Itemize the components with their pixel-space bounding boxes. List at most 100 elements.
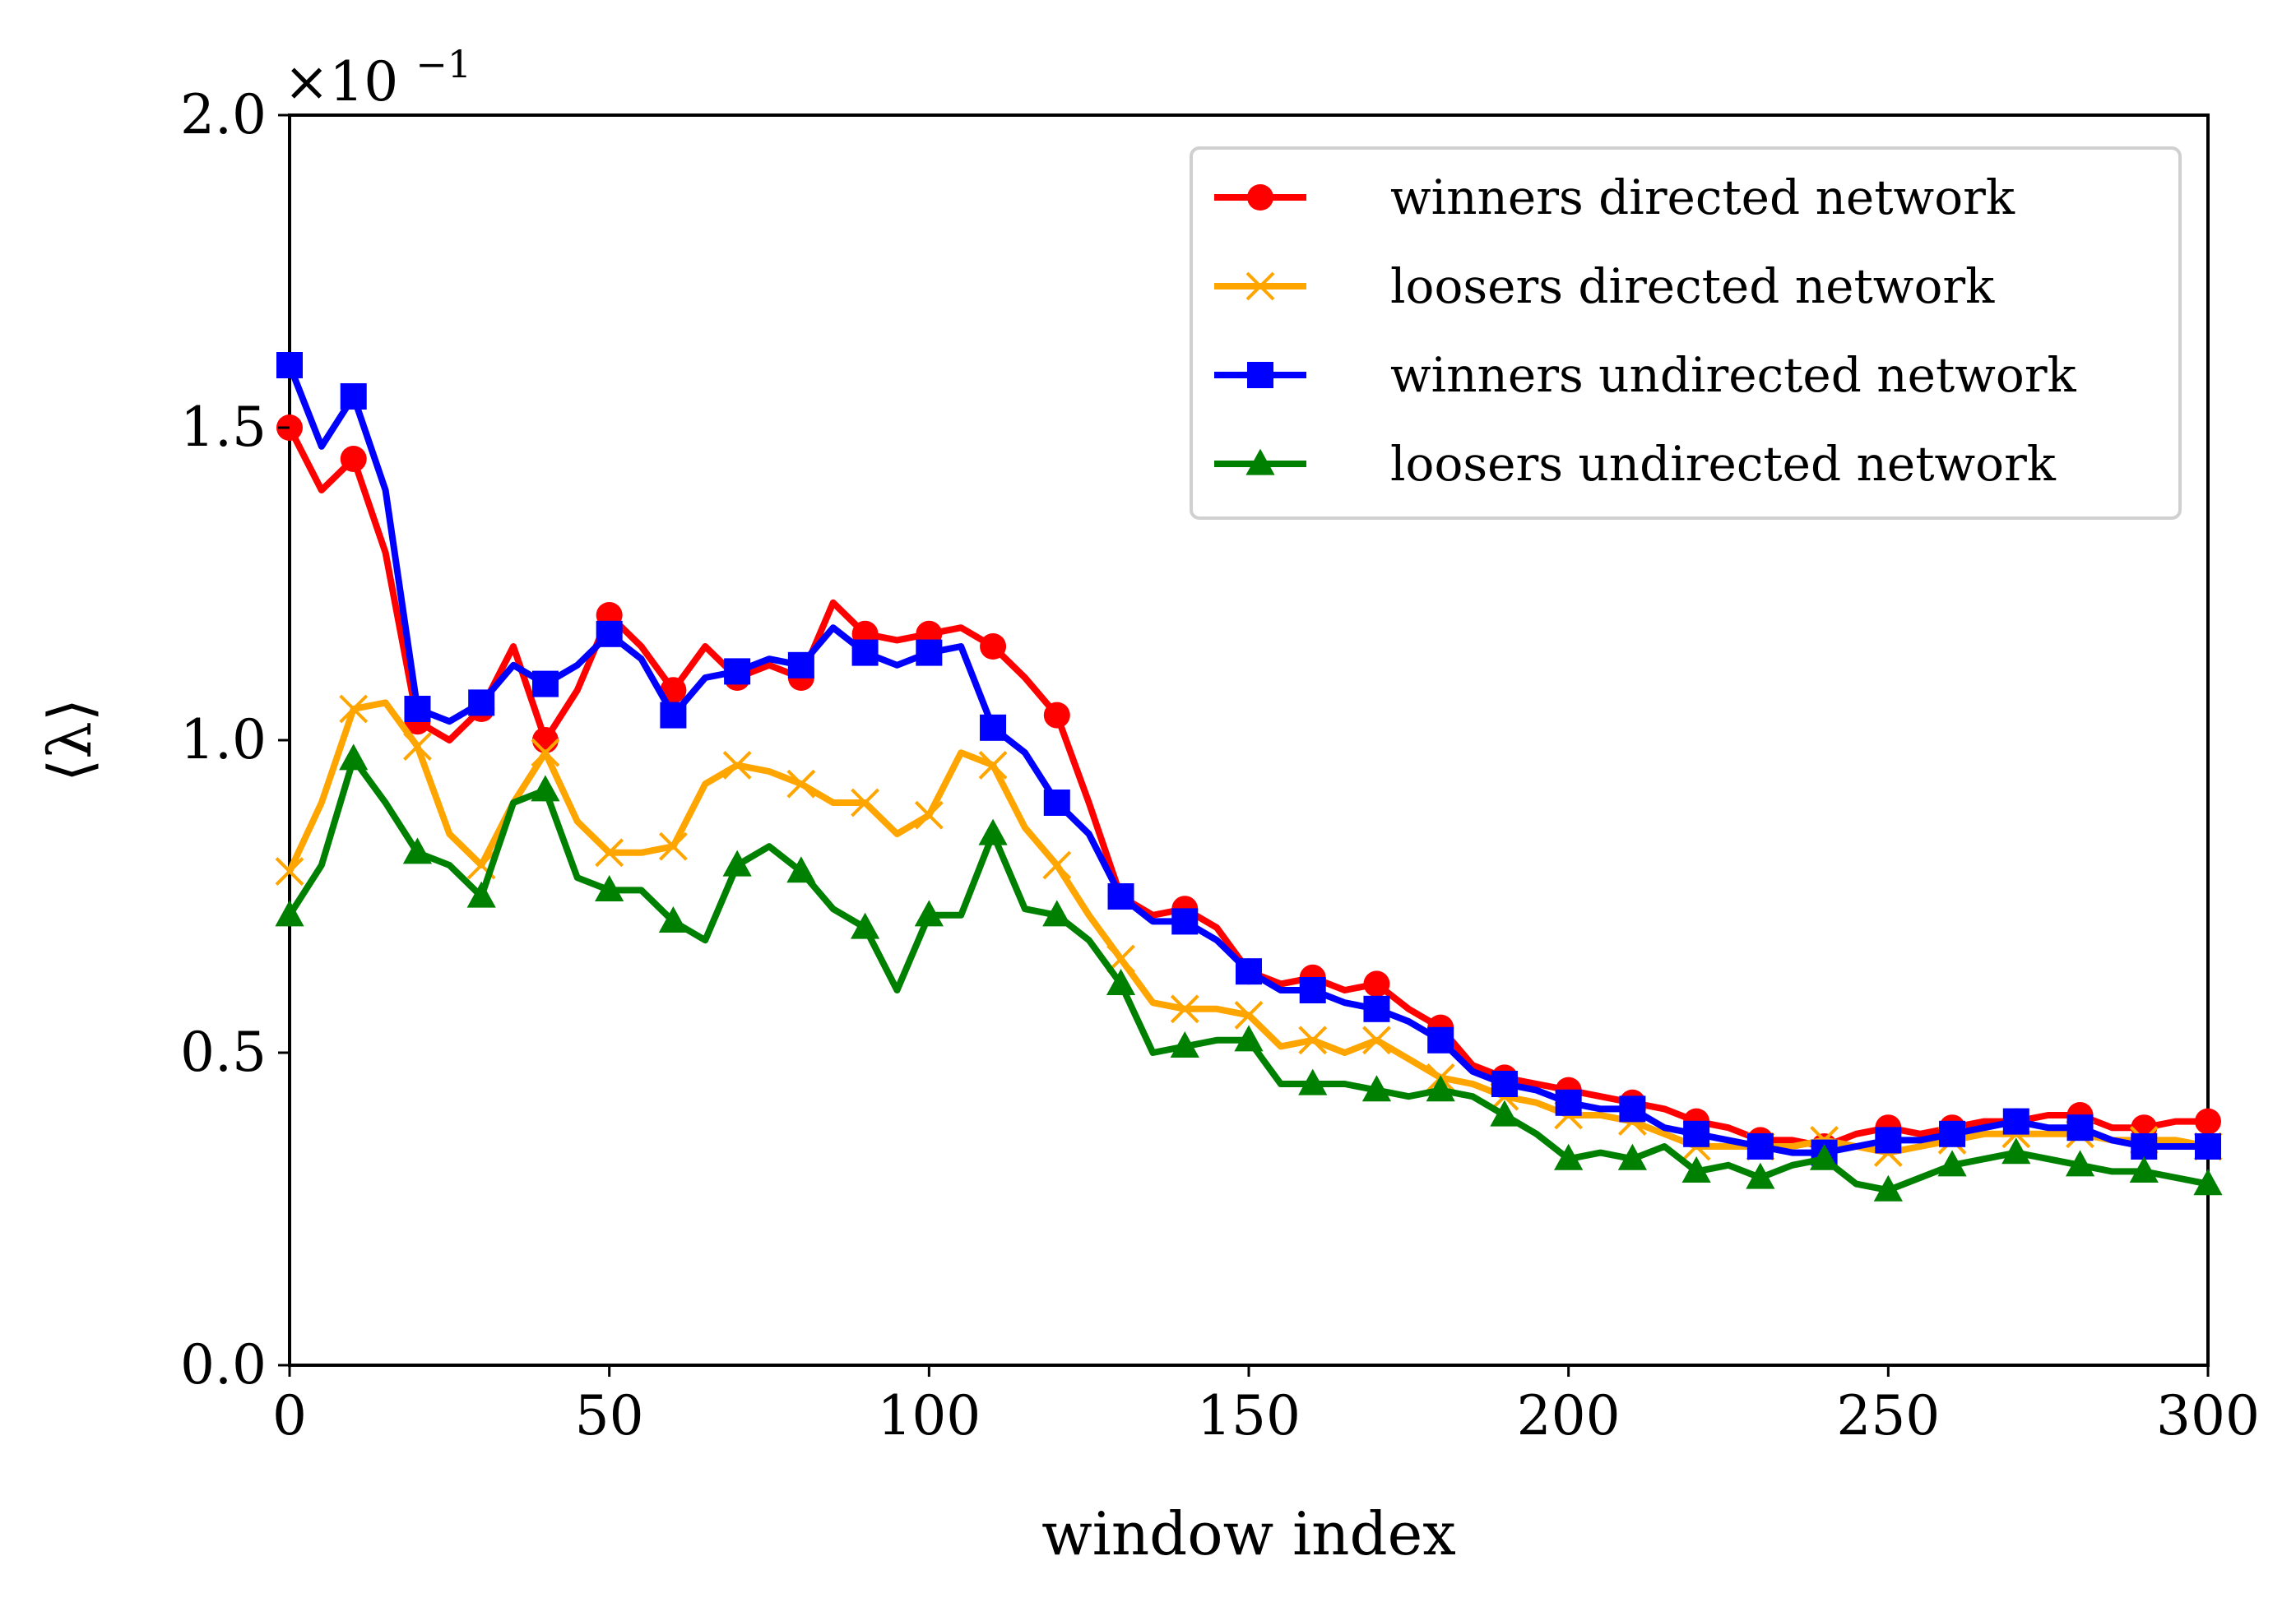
data-point [658,906,688,933]
y-tick-label: 1.5 [180,396,267,459]
data-point [1746,1162,1775,1189]
data-point [468,689,495,716]
legend: winners directed network loosers directed… [1190,146,2182,520]
data-point [1106,969,1136,995]
data-point [2195,1133,2221,1160]
data-point [1491,1071,1518,1097]
data-point [2065,1150,2095,1177]
data-point [1554,1143,1584,1170]
data-point [1683,1120,1710,1147]
legend-label: winners directed network [1390,169,2015,225]
x-tick-label: 250 [1836,1384,1940,1447]
data-point [978,818,1008,845]
data-point [1490,1100,1519,1127]
data-point [1043,702,1070,729]
x-tick-label: 50 [575,1384,644,1447]
legend-entry: winners undirected network [1214,347,2077,403]
y-multiplier-exponent: −1 [415,42,471,86]
data-point [2001,1137,2031,1165]
legend-label: winners undirected network [1390,347,2077,403]
data-point [1236,958,1262,985]
data-point [724,658,751,685]
y-tick-label: 1.0 [180,708,267,771]
legend-box [1190,146,2182,520]
data-point [276,352,303,378]
data-point [1363,970,1390,998]
data-point [786,856,816,883]
y-tick-label: 0.0 [180,1333,267,1396]
data-point [1810,1143,1839,1170]
data-point [658,831,688,861]
data-point [851,912,880,939]
legend-entry: winners directed network [1214,169,2015,225]
data-point [339,743,369,771]
data-point [1937,1150,1967,1177]
data-point [402,837,433,864]
data-point [1875,1127,1902,1154]
data-point [403,732,432,762]
x-tick-label: 150 [1197,1384,1301,1447]
data-point [595,875,624,901]
data-point [466,881,496,908]
data-point [1234,1025,1264,1052]
data-point [595,838,624,868]
data-point [1042,900,1072,927]
data-point [1361,1075,1392,1102]
data-point [916,639,943,666]
legend-swatch-marker [1245,448,1275,475]
data-point [1681,1156,1711,1183]
data-point [851,639,879,666]
data-point [978,750,1008,780]
y-multiplier: ×10 −1 [284,42,471,113]
plot-area [275,113,2223,1367]
y-tick-label: 0.5 [180,1021,267,1084]
x-tick-label: 300 [2156,1384,2260,1447]
x-axis-ticks: 0 50 100 150 200 250 300 [272,1365,2260,1447]
data-point [787,651,814,678]
data-point [1171,908,1199,935]
y-axis-label: ⟨λ⟩ [35,698,104,782]
data-point [340,383,367,410]
data-point [275,857,304,887]
data-point [596,620,623,647]
data-point [531,738,560,767]
data-point [851,788,880,817]
data-point [980,714,1007,741]
data-point [1426,1075,1455,1102]
data-point [339,694,369,724]
data-point [1299,977,1326,1003]
series-line [286,699,2209,1156]
data-point [2195,1108,2221,1135]
legend-label: loosers directed network [1390,258,1995,314]
y-axis-ticks: 0.0 0.5 1.0 1.5 2.0 [180,83,290,1396]
data-point [1170,994,1199,1024]
data-point [980,633,1007,660]
y-multiplier-base: ×10 [284,50,398,113]
legend-swatch-marker [1247,362,1273,388]
data-point [1873,1174,1903,1202]
data-point [340,446,367,472]
y-tick-label: 2.0 [180,83,267,146]
data-point [1362,1026,1391,1055]
data-point [1427,1026,1454,1054]
data-point [1746,1133,1774,1160]
series-1 [275,694,2223,1168]
data-point [660,702,687,729]
series-layer [275,352,2223,1202]
series-3 [275,743,2223,1202]
data-point [531,670,559,697]
data-point [2193,1169,2223,1196]
data-point [722,750,752,780]
data-point [404,696,431,722]
data-point [1555,1089,1582,1116]
x-axis-label: window index [1041,1499,1456,1568]
data-point [1939,1120,1966,1147]
x-tick-label: 100 [877,1384,981,1447]
data-point [2131,1133,2158,1160]
data-point [1298,1026,1328,1055]
data-point [1363,995,1390,1022]
data-point [660,677,687,704]
data-point [1043,790,1070,816]
data-point [786,769,816,799]
